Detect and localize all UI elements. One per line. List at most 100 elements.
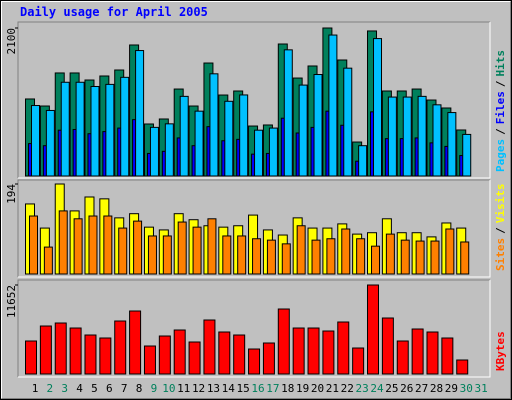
bar xyxy=(54,322,67,375)
x-tick-label: 8 xyxy=(136,382,143,395)
bar xyxy=(296,225,306,275)
x-tick-label: 3 xyxy=(61,382,68,395)
bar xyxy=(84,334,97,375)
x-tick-label: 11 xyxy=(177,382,190,395)
bar xyxy=(118,227,128,275)
bar xyxy=(411,328,424,375)
bar xyxy=(248,348,261,375)
x-tick-label: 10 xyxy=(162,382,175,395)
x-tick-label: 9 xyxy=(151,382,158,395)
bar xyxy=(162,235,172,275)
bar xyxy=(462,133,472,177)
bar xyxy=(135,50,145,177)
bar xyxy=(460,241,470,275)
legend-separator: / xyxy=(494,227,507,234)
bar xyxy=(218,331,231,375)
x-tick-label: 1 xyxy=(32,382,39,395)
bar xyxy=(441,337,454,375)
legend-entry: Visits xyxy=(494,184,507,224)
bar xyxy=(277,308,290,375)
x-tick-label: 26 xyxy=(400,382,413,395)
bar xyxy=(192,226,202,275)
bar xyxy=(179,95,189,177)
bar xyxy=(415,240,425,275)
bar xyxy=(88,215,98,275)
legend-entry: KBytes xyxy=(494,331,507,371)
x-tick-label: 7 xyxy=(121,382,128,395)
bar xyxy=(43,246,53,275)
bar xyxy=(447,112,457,177)
bar xyxy=(75,81,85,177)
x-tick-label: 24 xyxy=(370,382,384,395)
x-tick-label: 14 xyxy=(222,382,236,395)
bar xyxy=(31,105,40,177)
bar xyxy=(396,340,409,375)
bar xyxy=(356,238,366,275)
panel-bevel xyxy=(17,279,490,377)
bar xyxy=(341,228,351,275)
bar xyxy=(252,238,262,275)
x-tick-label: 6 xyxy=(106,382,113,395)
bar xyxy=(268,127,278,177)
bar xyxy=(381,317,394,375)
bar xyxy=(445,228,455,275)
bar xyxy=(371,245,381,275)
bar xyxy=(164,123,174,177)
x-tick-label: 28 xyxy=(430,382,443,395)
bar xyxy=(203,319,216,375)
x-tick-label: 29 xyxy=(445,382,458,395)
x-tick-label: 20 xyxy=(311,382,324,395)
legend: Sites / Visits xyxy=(494,184,507,272)
bar xyxy=(114,320,127,375)
bar xyxy=(99,337,112,375)
bar xyxy=(207,218,217,275)
y-tick-label: 11652 xyxy=(5,285,18,318)
bar xyxy=(337,321,350,375)
bar xyxy=(237,235,247,275)
x-tick-label: 19 xyxy=(296,382,309,395)
bar xyxy=(69,327,82,375)
bar xyxy=(147,235,157,275)
bar xyxy=(343,67,353,177)
bar xyxy=(239,94,249,177)
x-tick-label: 23 xyxy=(356,382,369,395)
legend-separator: / xyxy=(494,80,507,87)
x-tick-label: 12 xyxy=(192,382,205,395)
legend-entry: Sites xyxy=(494,238,507,271)
bar xyxy=(133,220,143,275)
bar xyxy=(283,49,293,177)
bar xyxy=(307,327,320,375)
legend: Pages / Files / Hits xyxy=(494,50,507,172)
bar xyxy=(326,238,336,275)
y-tick-label: 194 xyxy=(5,184,18,204)
bar xyxy=(358,145,368,177)
bar xyxy=(352,347,365,375)
y-tick-label: 2100 xyxy=(5,28,18,55)
bar xyxy=(262,342,275,375)
bar xyxy=(281,243,291,275)
bar xyxy=(430,240,440,275)
bar xyxy=(58,210,68,275)
bar xyxy=(73,218,83,275)
bar xyxy=(417,95,427,177)
bar xyxy=(39,325,52,375)
panel-bevel xyxy=(18,22,491,179)
bar xyxy=(328,34,338,177)
bar xyxy=(173,329,186,375)
bar xyxy=(149,126,159,177)
bar xyxy=(224,100,234,177)
bar xyxy=(402,96,412,177)
x-tick-label: 22 xyxy=(341,382,354,395)
bar xyxy=(188,341,201,375)
x-tick-label: 4 xyxy=(76,382,83,395)
x-tick-label: 15 xyxy=(237,382,250,395)
x-tick-label: 2 xyxy=(47,382,54,395)
bar xyxy=(60,81,70,177)
bar xyxy=(129,310,142,375)
bar xyxy=(143,345,156,375)
bar xyxy=(120,76,130,177)
bar xyxy=(311,239,321,275)
x-tick-label: 13 xyxy=(207,382,220,395)
